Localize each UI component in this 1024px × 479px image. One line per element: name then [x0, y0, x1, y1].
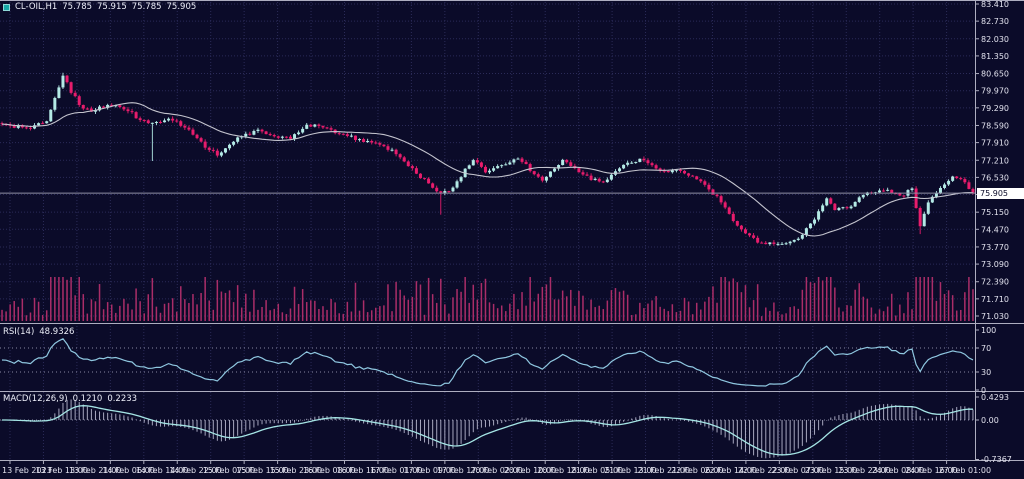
- price-axis-labels: 83.410 82.730 82.030 81.350 80.650 79.970 79.2…: [976, 0, 1009, 321]
- rsi-value: 48.9326: [39, 327, 75, 337]
- svg-text:100: 100: [981, 326, 996, 335]
- rsi-axis-labels: 100 70 30 0: [976, 326, 996, 395]
- ohlc-low: 75.785: [131, 2, 162, 12]
- svg-text:0.4293: 0.4293: [981, 393, 1009, 402]
- svg-text:77.210: 77.210: [981, 156, 1009, 165]
- svg-text:-0.7367: -0.7367: [981, 455, 1012, 464]
- grid-layer: [0, 2, 975, 460]
- svg-text:76.530: 76.530: [981, 173, 1009, 182]
- svg-text:24 Feb 16:00: 24 Feb 16:00: [905, 466, 957, 475]
- volume-histogram: [1, 277, 974, 321]
- symbol-header: CL-OIL,H1 75.785 75.915 75.785 75.905: [3, 2, 196, 12]
- panel-separators: [0, 0, 1024, 461]
- svg-text:83.410: 83.410: [981, 0, 1009, 9]
- svg-text:22 Feb 14:00: 22 Feb 14:00: [704, 466, 756, 475]
- svg-text:16 Feb 16:00: 16 Feb 16:00: [337, 466, 389, 475]
- svg-text:82.730: 82.730: [981, 17, 1009, 26]
- macd-name: MACD(12,26,9): [3, 394, 68, 404]
- svg-text:14 Feb 22:00: 14 Feb 22:00: [169, 466, 221, 475]
- svg-text:15 Feb 15:00: 15 Feb 15:00: [236, 466, 288, 475]
- current-price-box: 75.905: [977, 187, 1024, 199]
- svg-text:13 Feb 13:00: 13 Feb 13:00: [35, 466, 87, 475]
- svg-text:20 Feb 02:00: 20 Feb 02:00: [470, 466, 522, 475]
- macd-histogram: [1, 399, 974, 459]
- rsi-name: RSI(14): [3, 327, 35, 337]
- svg-text:14 Feb 14:00: 14 Feb 14:00: [136, 466, 188, 475]
- macd-value-signal: 0.2233: [107, 394, 138, 404]
- svg-text:23 Feb 15:00: 23 Feb 15:00: [805, 466, 857, 475]
- svg-text:14 Feb 06:00: 14 Feb 06:00: [102, 466, 154, 475]
- svg-text:21 Feb 05:00: 21 Feb 05:00: [571, 466, 623, 475]
- svg-text:81.350: 81.350: [981, 52, 1009, 61]
- svg-text:15 Feb 07:00: 15 Feb 07:00: [203, 466, 255, 475]
- macd-axis-labels: 0.4293 0.00 -0.7367: [976, 393, 1012, 464]
- svg-text:13 Feb 2023: 13 Feb 2023: [2, 466, 52, 475]
- svg-text:17 Feb 01:00: 17 Feb 01:00: [370, 466, 422, 475]
- svg-text:20 Feb 18:00: 20 Feb 18:00: [537, 466, 589, 475]
- svg-text:17 Feb 17:00: 17 Feb 17:00: [437, 466, 489, 475]
- svg-text:23 Feb 07:00: 23 Feb 07:00: [771, 466, 823, 475]
- symbol-marker-icon: [3, 3, 10, 11]
- svg-text:82.030: 82.030: [981, 35, 1009, 44]
- rsi-line: [1, 338, 974, 387]
- svg-text:80.650: 80.650: [981, 70, 1009, 79]
- rsi-indicator-label: RSI(14) 48.9326: [3, 327, 74, 337]
- svg-text:0.00: 0.00: [981, 416, 999, 425]
- svg-text:0: 0: [981, 386, 986, 395]
- svg-text:73.770: 73.770: [981, 243, 1009, 252]
- ohlc-open: 75.785: [62, 2, 93, 12]
- svg-text:17 Feb 09:00: 17 Feb 09:00: [403, 466, 455, 475]
- svg-text:78.590: 78.590: [981, 121, 1009, 130]
- ohlc-close: 75.905: [166, 2, 197, 12]
- svg-text:27 Feb 01:00: 27 Feb 01:00: [939, 466, 991, 475]
- svg-text:71.030: 71.030: [981, 312, 1009, 321]
- svg-text:77.910: 77.910: [981, 139, 1009, 148]
- svg-text:23 Feb 23:00: 23 Feb 23:00: [838, 466, 890, 475]
- symbol-label: CL-OIL,H1: [15, 2, 58, 12]
- svg-text:21 Feb 13:00: 21 Feb 13:00: [604, 466, 656, 475]
- svg-text:72.390: 72.390: [981, 278, 1009, 287]
- svg-text:79.290: 79.290: [981, 104, 1009, 113]
- svg-text:74.470: 74.470: [981, 225, 1009, 234]
- svg-text:22 Feb 22:00: 22 Feb 22:00: [738, 466, 790, 475]
- svg-text:75.150: 75.150: [981, 208, 1009, 217]
- svg-text:24 Feb 08:00: 24 Feb 08:00: [872, 466, 924, 475]
- svg-text:21 Feb 21:00: 21 Feb 21:00: [638, 466, 690, 475]
- ohlc-high: 75.915: [97, 2, 127, 12]
- svg-text:22 Feb 06:00: 22 Feb 06:00: [671, 466, 723, 475]
- svg-text:20 Feb 10:00: 20 Feb 10:00: [504, 466, 556, 475]
- svg-text:15 Feb 23:00: 15 Feb 23:00: [270, 466, 322, 475]
- macd-indicator-label: MACD(12,26,9) 0.1210 0.2233: [3, 394, 137, 404]
- candles-layer: [0, 72, 975, 246]
- macd-signal-line: [2, 405, 974, 456]
- svg-text:16 Feb 08:00: 16 Feb 08:00: [303, 466, 355, 475]
- svg-text:79.970: 79.970: [981, 87, 1009, 96]
- svg-text:13 Feb 21:00: 13 Feb 21:00: [69, 466, 121, 475]
- svg-text:71.710: 71.710: [981, 295, 1009, 304]
- ma-line: [1, 102, 974, 237]
- macd-value-main: 0.1210: [72, 394, 103, 404]
- current-price-value: 75.905: [980, 188, 1008, 198]
- svg-text:70: 70: [981, 344, 991, 353]
- svg-text:30: 30: [981, 368, 991, 377]
- svg-text:73.090: 73.090: [981, 260, 1009, 269]
